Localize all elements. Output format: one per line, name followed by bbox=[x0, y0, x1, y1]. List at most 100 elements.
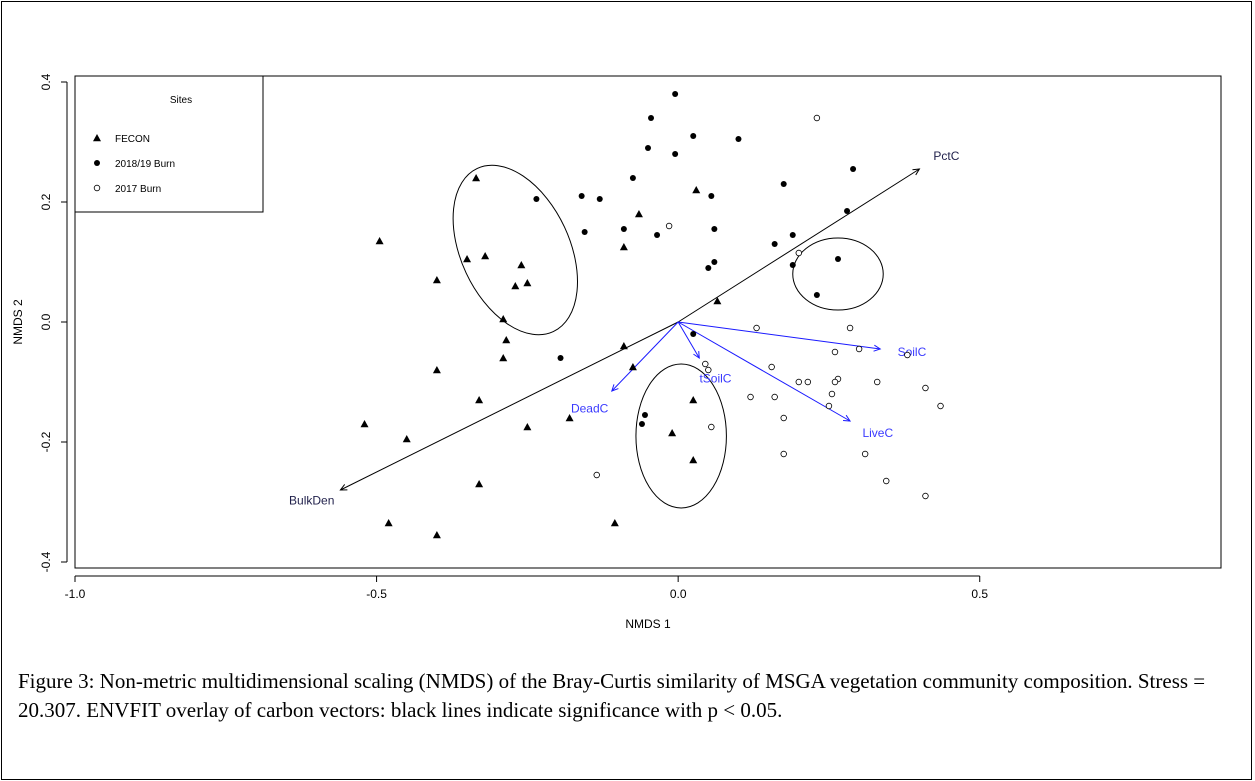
fecon-point bbox=[475, 396, 484, 404]
fecon-point bbox=[432, 276, 441, 284]
fecon-point bbox=[432, 531, 441, 539]
burn-2018-19-point bbox=[645, 145, 651, 151]
vector-soilc-arrowhead bbox=[873, 344, 882, 352]
data-points bbox=[360, 91, 944, 539]
burn-2017-point bbox=[780, 450, 787, 458]
burn-2017-point bbox=[846, 324, 854, 332]
vector-bulkden-line bbox=[340, 321, 679, 491]
burn-2017-point bbox=[828, 390, 836, 398]
burn-2018-19-point bbox=[711, 259, 718, 265]
burn-2017-point bbox=[874, 378, 881, 386]
fecon-point bbox=[432, 366, 441, 374]
legend: Sites FECON 2018/19 Burn 2017 Burn bbox=[74, 75, 264, 213]
burn-2017-point bbox=[702, 360, 709, 368]
burn-2017-point bbox=[922, 384, 929, 392]
y-tick-label: -0.2 bbox=[39, 431, 53, 452]
burn-2017-point bbox=[747, 393, 754, 401]
vector-livec-label: LiveC bbox=[862, 426, 893, 440]
burn-2017-point bbox=[831, 348, 839, 356]
legend-title: Sites bbox=[170, 95, 192, 106]
fecon-point bbox=[628, 363, 637, 371]
fecon-point bbox=[689, 456, 698, 464]
x-tick-label: 0.5 bbox=[971, 587, 988, 601]
fecon-point bbox=[523, 279, 532, 287]
vector-soilc-line bbox=[678, 321, 881, 350]
burn-2018-19-point bbox=[578, 193, 585, 199]
burn-2018-19-point bbox=[850, 166, 857, 172]
burn-2017-point bbox=[825, 402, 833, 410]
burn-2018-19-point bbox=[557, 355, 564, 361]
legend-entry-label: FECON bbox=[115, 134, 150, 145]
burn-2017-point bbox=[768, 363, 775, 371]
burn-2017-point bbox=[795, 249, 802, 257]
burn-2018-19-point bbox=[533, 196, 540, 202]
fecon-point bbox=[610, 519, 619, 527]
burn-2018-19-point bbox=[629, 175, 636, 181]
burn-2018-19-point bbox=[844, 208, 851, 214]
vector-deadc-line bbox=[611, 321, 679, 392]
burn-2018-19-point bbox=[711, 226, 718, 232]
y-tick-label: -0.4 bbox=[39, 551, 53, 572]
legend-entry-label: 2017 Burn bbox=[115, 184, 161, 195]
fecon-point bbox=[402, 435, 411, 443]
figure-caption: Figure 3: Non-metric multidimensional sc… bbox=[18, 669, 1206, 722]
burn-2018-19-point bbox=[789, 232, 796, 238]
fecon-point bbox=[511, 282, 520, 290]
fecon-point bbox=[523, 423, 532, 431]
fecon-point bbox=[517, 261, 526, 269]
burn-2017-point bbox=[855, 345, 863, 353]
vector-deadc-label: DeadC bbox=[571, 401, 609, 415]
fecon-point bbox=[619, 342, 628, 350]
ellipses bbox=[452, 164, 884, 509]
fecon-point bbox=[713, 297, 722, 305]
burn-2017-point bbox=[665, 222, 673, 230]
vector-tsoilc-label: tSoilC bbox=[699, 372, 731, 386]
fecon-point bbox=[499, 315, 508, 323]
vector-deadc-arrowhead bbox=[611, 384, 619, 392]
fecon-point bbox=[384, 519, 393, 527]
x-tick-label: 0.0 bbox=[670, 587, 687, 601]
plot-area bbox=[74, 75, 1222, 569]
burn-2017-point bbox=[904, 351, 911, 359]
vector-pctc-line bbox=[677, 168, 920, 323]
vector-bulkden-label: BulkDen bbox=[289, 494, 334, 508]
burn-2018-19-point bbox=[834, 256, 841, 262]
burn-2017-point bbox=[780, 414, 787, 422]
vector-pctc-arrowhead bbox=[912, 168, 921, 176]
fecon-point bbox=[565, 414, 574, 422]
burn-2018-19-point bbox=[780, 181, 787, 187]
burn-2018-19-point bbox=[771, 241, 778, 247]
burn-2018-19-point bbox=[648, 115, 655, 121]
burn-2018-19-point bbox=[641, 412, 648, 418]
fecon-point bbox=[475, 480, 484, 488]
burn-2017-point bbox=[593, 471, 600, 479]
legend-box bbox=[74, 75, 264, 213]
burn-2018-19-point bbox=[581, 229, 588, 235]
x-tick-label: -1.0 bbox=[65, 587, 86, 601]
group-ellipse bbox=[452, 164, 578, 336]
burn-2017-point bbox=[883, 477, 890, 485]
fecon-point bbox=[481, 252, 490, 260]
burn-2018-19-point bbox=[813, 292, 820, 298]
vector-tsoilc-line bbox=[677, 321, 700, 359]
burn-2017-point bbox=[771, 393, 778, 401]
axes: -1.0 -0.5 0.0 0.5 -0.4 -0.2 0.0 0.2 0.4 bbox=[39, 73, 988, 601]
vector-pctc-label: PctC bbox=[933, 149, 959, 163]
legend-marker bbox=[93, 184, 101, 192]
vector-soilc-label: SoilC bbox=[898, 345, 927, 359]
burn-2018-19-point bbox=[638, 421, 645, 427]
burn-2018-19-point bbox=[705, 265, 712, 271]
legend-marker bbox=[94, 160, 100, 166]
x-axis-label: NMDS 1 bbox=[625, 617, 671, 631]
burn-2018-19-point bbox=[690, 331, 697, 337]
fecon-point bbox=[375, 237, 384, 245]
burn-2017-point bbox=[861, 450, 869, 458]
burn-2018-19-point bbox=[708, 193, 715, 199]
vector-livec-arrowhead bbox=[843, 414, 852, 422]
fecon-point bbox=[692, 186, 701, 194]
vector-bulkden-arrowhead bbox=[339, 484, 348, 491]
fecon-point bbox=[668, 429, 677, 437]
burn-2017-point bbox=[804, 378, 812, 386]
burn-2017-point bbox=[753, 324, 760, 332]
burn-2018-19-point bbox=[596, 196, 603, 202]
